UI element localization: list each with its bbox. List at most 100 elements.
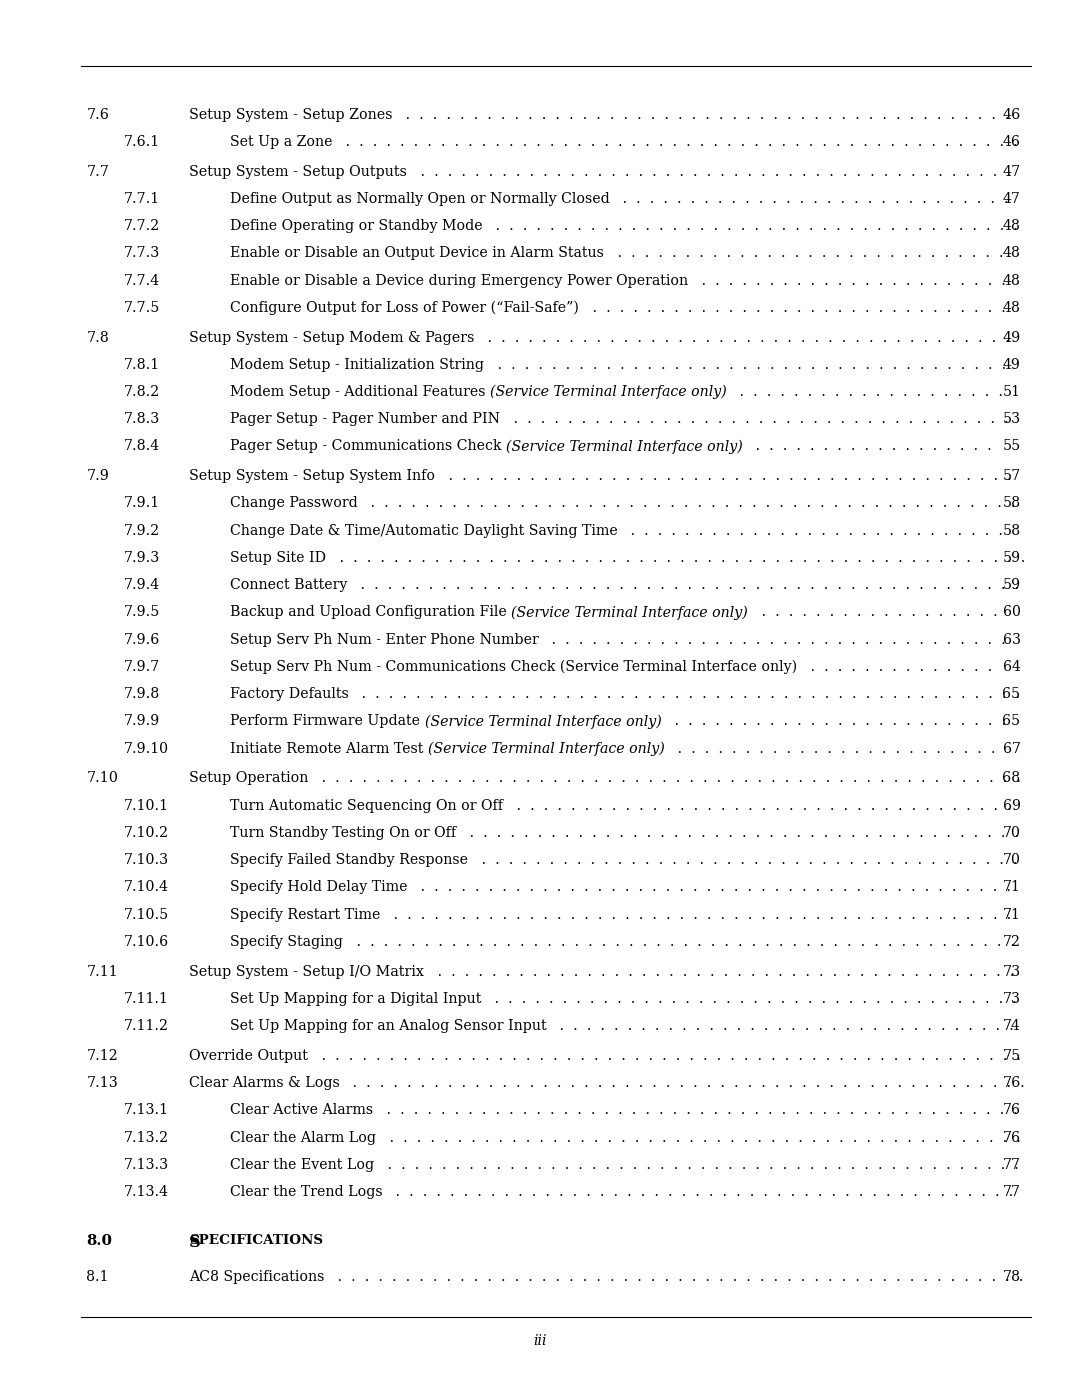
- Text: .  .  .  .  .  .  .  .  .  .  .  .  .  .  .  .  .  .  .  .  .  .  .  .  .  .  . : . . . . . . . . . . . . . . . . . . . . …: [555, 1018, 1018, 1034]
- Text: 47: 47: [1002, 191, 1021, 205]
- Text: Pager Setup - Communications Check: Pager Setup - Communications Check: [230, 440, 507, 454]
- Text: 8.1: 8.1: [86, 1270, 109, 1284]
- Text: 7.10.1: 7.10.1: [124, 799, 170, 813]
- Text: 7.9.2: 7.9.2: [124, 524, 161, 538]
- Text: Specify Restart Time: Specify Restart Time: [230, 908, 380, 922]
- Text: .  .  .  .  .  .  .  .  .  .  .  .  .  .  .  .  .  .  .  .  .  .  .  .  .  .  . : . . . . . . . . . . . . . . . . . . . . …: [491, 219, 1023, 233]
- Text: 7.6: 7.6: [86, 108, 109, 122]
- Text: 7.11.2: 7.11.2: [124, 1018, 170, 1034]
- Text: Change Password: Change Password: [230, 496, 357, 510]
- Text: .  .  .  .  .  .  .  .  .  .  .  .  .  .  .  .  .  .  .  .  .  .  .  .  .  .  . : . . . . . . . . . . . . . . . . . . . . …: [341, 136, 1023, 149]
- Text: Clear the Trend Logs: Clear the Trend Logs: [230, 1185, 382, 1199]
- Text: 65: 65: [1002, 687, 1021, 701]
- Text: Turn Automatic Sequencing On or Off: Turn Automatic Sequencing On or Off: [230, 799, 503, 813]
- Text: 77: 77: [1002, 1185, 1021, 1199]
- Text: Setup Serv Ph Num - Communications Check (Service Terminal Interface only): Setup Serv Ph Num - Communications Check…: [230, 659, 797, 675]
- Text: Setup Operation: Setup Operation: [189, 771, 309, 785]
- Text: 78: 78: [1002, 1270, 1021, 1284]
- Text: 7.8.1: 7.8.1: [124, 358, 160, 372]
- Text: Override Output: Override Output: [189, 1049, 308, 1063]
- Text: .  .  .  .  .  .  .  .  .  .  .  .  .  .  .  .  .  .  .  .  .  .  .  .  .  .  . : . . . . . . . . . . . . . . . . . . . . …: [492, 358, 1011, 372]
- Text: .  .  .  .  .  .  .  .  .  .  .  .  .  .  .  .  .  .  .  .  .  .  .  .  .  .  . : . . . . . . . . . . . . . . . . . . . . …: [384, 1130, 1025, 1144]
- Text: Turn Standby Testing On or Off: Turn Standby Testing On or Off: [230, 826, 456, 840]
- Text: .  .  .  .  .  .  .  .  .  .  .  .  .  .  .  .  .  .  .  .  .  .  .  .  .  .  . : . . . . . . . . . . . . . . . . . . . . …: [416, 880, 1015, 894]
- Text: Define Operating or Standby Mode: Define Operating or Standby Mode: [230, 219, 483, 233]
- Text: 7.8.4: 7.8.4: [124, 440, 160, 454]
- Text: .  .  .  .  .  .  .  .  .  .  .  .  .  .  .  .  .  .  .  .  .  .  .  .  .  .  . : . . . . . . . . . . . . . . . . . . . . …: [509, 412, 1013, 426]
- Text: 55: 55: [1002, 440, 1021, 454]
- Text: 7.13.2: 7.13.2: [124, 1130, 170, 1144]
- Text: 7.9.3: 7.9.3: [124, 550, 161, 564]
- Text: Perform Firmware Update: Perform Firmware Update: [230, 714, 424, 728]
- Text: .  .  .  .  .  .  .  .  .  .  .  .  .  .  .  .  .  .: . . . . . . . . . . . . . . . . . .: [757, 605, 1002, 619]
- Text: 7.7.3: 7.7.3: [124, 246, 161, 260]
- Text: (Service Terminal Interface only): (Service Terminal Interface only): [424, 714, 661, 729]
- Text: 48: 48: [1002, 300, 1021, 314]
- Text: .  .  .  .  .  .  .  .  .  .  .  .  .  .  .  .  .  .  .  .  .  .  .  .  .  .  . : . . . . . . . . . . . . . . . . . . . . …: [333, 1270, 1028, 1284]
- Text: .  .  .  .  .  .  .  .  .  .  .  .  .  .  .  .  .  .  .  .  .  .  .  .  .  .  . : . . . . . . . . . . . . . . . . . . . . …: [626, 524, 1008, 538]
- Text: Specify Hold Delay Time: Specify Hold Delay Time: [230, 880, 407, 894]
- Text: Clear Alarms & Logs: Clear Alarms & Logs: [189, 1076, 340, 1090]
- Text: 7.9.6: 7.9.6: [124, 633, 161, 647]
- Text: Clear the Alarm Log: Clear the Alarm Log: [230, 1130, 376, 1144]
- Text: Pager Setup - Pager Number and PIN: Pager Setup - Pager Number and PIN: [230, 412, 500, 426]
- Text: 7.9: 7.9: [86, 469, 109, 483]
- Text: 46: 46: [1002, 108, 1021, 122]
- Text: .  .  .  .  .  .  .  .  .  .  .  .  .  .  .  .  .  .  .  .  .  .  .  .  .  .  . : . . . . . . . . . . . . . . . . . . . . …: [476, 854, 1022, 868]
- Text: .  .  .  .  .  .  .  .  .  .  .  .  .  .  .  .  .  .  .  .  .  .  .  .  .  .  . : . . . . . . . . . . . . . . . . . . . . …: [464, 826, 1024, 840]
- Text: Enable or Disable a Device during Emergency Power Operation: Enable or Disable a Device during Emerge…: [230, 274, 688, 288]
- Text: 7.13.4: 7.13.4: [124, 1185, 170, 1199]
- Text: Factory Defaults: Factory Defaults: [230, 687, 349, 701]
- Text: 76: 76: [1002, 1076, 1021, 1090]
- Text: 7.7.2: 7.7.2: [124, 219, 161, 233]
- Text: 69: 69: [1002, 799, 1021, 813]
- Text: 7.9.8: 7.9.8: [124, 687, 161, 701]
- Text: 73: 73: [1002, 964, 1021, 979]
- Text: 48: 48: [1002, 219, 1021, 233]
- Text: 7.13: 7.13: [86, 1076, 118, 1090]
- Text: 7.10: 7.10: [86, 771, 119, 785]
- Text: .  .  .  .  .  .  .  .  .  .  .  .  .  .  .  .  .  .  .  .  .  .  .  .  .  .  . : . . . . . . . . . . . . . . . . . . . . …: [416, 165, 1015, 179]
- Text: Connect Battery: Connect Battery: [230, 578, 348, 592]
- Text: .  .  .  .  .  .  .  .  .  .  .  .  .  .  .  .  .  .: . . . . . . . . . . . . . . . . . .: [752, 440, 997, 454]
- Text: 7.13.1: 7.13.1: [124, 1104, 170, 1118]
- Text: 72: 72: [1002, 935, 1021, 949]
- Text: 65: 65: [1002, 714, 1021, 728]
- Text: .  .  .  .  .  .  .  .  .  .  .  .  .  .  .  .  .  .  .  .  .  .  .  .: . . . . . . . . . . . . . . . . . . . . …: [673, 742, 1000, 756]
- Text: 76: 76: [1002, 1130, 1021, 1144]
- Text: 8.0: 8.0: [86, 1234, 112, 1248]
- Text: .  .  .  .  .  .  .  .  .  .  .  .  .  .  .  .  .  .  .  .  .  .  .  .  .  .  . : . . . . . . . . . . . . . . . . . . . . …: [389, 908, 1016, 922]
- Text: 7.9.9: 7.9.9: [124, 714, 161, 728]
- Text: Setup System - Setup I/O Matrix: Setup System - Setup I/O Matrix: [189, 964, 423, 979]
- Text: Backup and Upload Configuration File: Backup and Upload Configuration File: [230, 605, 511, 619]
- Text: Clear the Event Log: Clear the Event Log: [230, 1158, 374, 1172]
- Text: AC8 Specifications: AC8 Specifications: [189, 1270, 324, 1284]
- Text: Change Date & Time/Automatic Daylight Saving Time: Change Date & Time/Automatic Daylight Sa…: [230, 524, 618, 538]
- Text: 7.7.1: 7.7.1: [124, 191, 160, 205]
- Text: 51: 51: [1002, 386, 1021, 400]
- Text: .  .  .  .  .  .  .  .  .  .  .  .  .  .  .  .  .  .  .  .  .  .  .  .  .  .  . : . . . . . . . . . . . . . . . . . . . . …: [356, 578, 1024, 592]
- Text: .  .  .  .  .  .  .  .  .  .  .  .  .  .  .  .  .  .  .  .  .  .  .  .  .  .  . : . . . . . . . . . . . . . . . . . . . . …: [382, 1104, 1022, 1118]
- Text: 7.10.6: 7.10.6: [124, 935, 170, 949]
- Text: Modem Setup - Initialization String: Modem Setup - Initialization String: [230, 358, 484, 372]
- Text: 7.12: 7.12: [86, 1049, 118, 1063]
- Text: SPECIFICATIONS: SPECIFICATIONS: [189, 1234, 323, 1248]
- Text: Enable or Disable an Output Device in Alarm Status: Enable or Disable an Output Device in Al…: [230, 246, 604, 260]
- Text: Configure Output for Loss of Power (“Fail-Safe”): Configure Output for Loss of Power (“Fai…: [230, 300, 579, 316]
- Text: .  .  .  .  .  .  .  .  .  .  .  .  .  .  .  .  .  .  .  .  .  .  .  .  .  .  . : . . . . . . . . . . . . . . . . . . . . …: [512, 799, 1016, 813]
- Text: 47: 47: [1002, 165, 1021, 179]
- Text: 59: 59: [1002, 578, 1021, 592]
- Text: .  .  .  .  .  .  .  .  .  .  .  .  .  .  .  .  .  .  .  .  .  .  .  .  .  .  . : . . . . . . . . . . . . . . . . . . . . …: [366, 496, 1021, 510]
- Text: Setup System - Setup Modem & Pagers: Setup System - Setup Modem & Pagers: [189, 331, 474, 345]
- Text: 49: 49: [1002, 331, 1021, 345]
- Text: Setup Site ID: Setup Site ID: [230, 550, 326, 564]
- Text: .  .  .  .  .  .  .  .  .  .  .  .  .  .  .  .  .  .  .  .  .  .  .  .  .  .  . : . . . . . . . . . . . . . . . . . . . . …: [548, 633, 1011, 647]
- Text: 53: 53: [1002, 412, 1021, 426]
- Text: .  .  .  .  .  .  .  .  .  .  .  .  .  .  .  .  .  .  .  .  .  .  .  .  .  .  . : . . . . . . . . . . . . . . . . . . . . …: [357, 687, 1025, 701]
- Text: Modem Setup - Additional Features: Modem Setup - Additional Features: [230, 386, 490, 400]
- Text: (Service Terminal Interface only): (Service Terminal Interface only): [428, 742, 664, 756]
- Text: 77: 77: [1002, 1158, 1021, 1172]
- Text: 59: 59: [1002, 550, 1021, 564]
- Text: .  .  .  .  .  .  .  .  .  .  .  .  .  .  .  .  .  .  .  .  .  .  .  .  .  .  . : . . . . . . . . . . . . . . . . . . . . …: [352, 935, 1020, 949]
- Text: .  .  .  .  .  .  .  .  .  .  .  .  .  .  .  .  .  .  .  .  .  .  .  .  .  .  . : . . . . . . . . . . . . . . . . . . . . …: [382, 1158, 1023, 1172]
